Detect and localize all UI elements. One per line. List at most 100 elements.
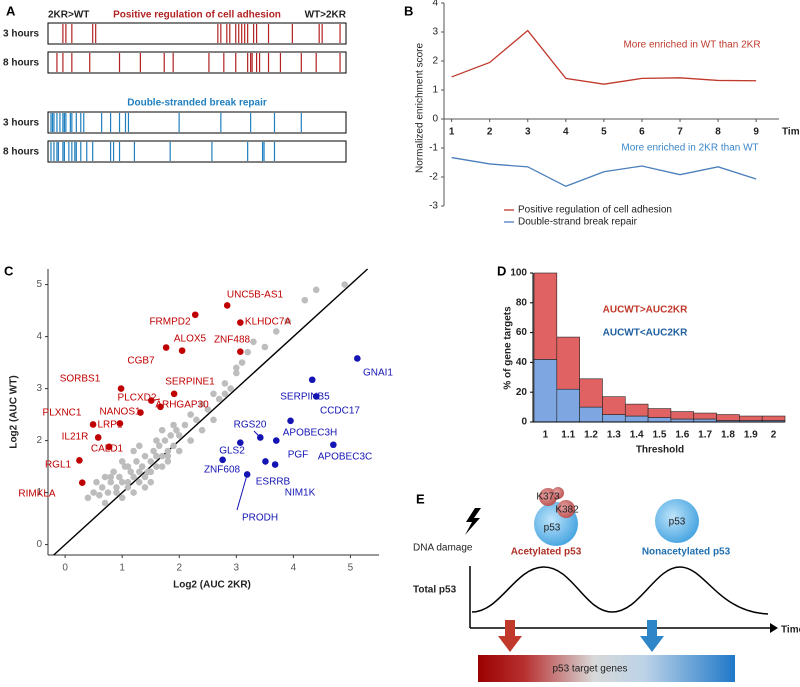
point [219,456,226,464]
point [118,458,126,465]
y-axis-label: Log2 (AUC WT) [9,375,20,448]
barcode-box [47,22,347,45]
point [153,463,160,470]
point-label: LRP1 [97,420,122,431]
x-tick-label: 0 [62,563,68,574]
y-tick-label: 2 [36,435,42,446]
point [84,494,92,502]
point-label: PGF [288,450,309,461]
bar-segment [761,415,786,421]
point-label: PLCXD2 [118,393,157,404]
y-tick-label: 3 [36,383,42,394]
point [107,478,115,486]
point [130,489,137,496]
legend-label: Double-strand break repair [518,217,638,228]
acetyl-group [557,500,575,518]
panel-e-shapes [465,487,778,682]
site-label: K382 [555,505,579,516]
point [76,457,83,464]
point [147,458,155,465]
x-tick-label: 4 [563,127,569,138]
point-label: APOBEC3H [283,428,337,439]
y-tick-label: 3 [432,27,438,38]
point [96,491,103,499]
y-tick-label: 0 [521,417,527,428]
acetylated-label: Acetylated p53 [511,547,582,558]
point-label: NANOS1 [99,407,141,418]
bar-segment [647,417,672,423]
site-label: K373 [536,492,560,503]
x-tick-label: 1.6 [675,430,689,441]
panel-label: C [4,263,14,278]
point [210,390,217,398]
point [113,489,120,496]
x-tick-label: 5 [348,563,354,574]
point [147,468,155,476]
point [133,458,140,465]
x-tick-label: 1 [543,430,549,441]
bar-segment [716,414,740,421]
legend-label: AUCWT<AUC2KR [603,328,689,339]
arrow [647,620,657,638]
point [271,461,279,468]
point [164,447,172,455]
point [301,296,309,304]
bar-segment [579,406,603,423]
point [141,484,149,491]
bar-segment [602,414,626,423]
point-label: IL21R [62,432,89,443]
y-tick-label: -2 [429,172,438,183]
point [272,328,280,335]
barcode-box [47,51,347,74]
point-label: CALD1 [91,444,124,455]
point [250,338,257,346]
point [330,441,337,449]
direction-label: WT>2KR [305,10,347,21]
point [153,437,160,444]
point [141,473,149,481]
y-tick-label: -3 [429,201,438,212]
panel-label: A [6,3,16,18]
point-label: ZNF488 [214,335,251,346]
point [124,478,132,486]
x-tick-label: 1.9 [744,430,758,441]
x-tick-label: 1.8 [721,430,735,441]
p53-curve [471,566,769,615]
point-label: GNAI1 [363,368,393,379]
target-gene-bar [478,655,735,682]
point [198,400,206,408]
x-tick-label: 6 [639,127,645,138]
x-tick-label: 1.1 [561,430,575,441]
point [117,385,125,392]
x-tick-label: 1.2 [584,430,598,441]
point [118,478,126,486]
point [170,390,178,398]
bar-segment [693,412,717,420]
point [215,395,223,403]
point [193,416,200,424]
set-title: Positive regulation of cell adhesion [113,10,281,21]
point-label: UNC5B-AS1 [227,290,284,301]
x-tick-label: 1.7 [698,430,712,441]
point [164,452,172,460]
legend-label: AUCWT>AUC2KR [603,305,689,316]
point [178,347,186,354]
point [237,439,244,446]
point [233,369,240,377]
point [233,364,240,372]
y-tick-label: -1 [429,143,438,154]
point [136,478,143,486]
x-axis-label: Threshold [636,445,684,456]
point-label: ESRRB [256,477,291,488]
point-label: APOBEC3C [318,452,372,463]
point [127,468,135,476]
point [101,473,109,481]
point-label: SERPINB5 [280,392,330,403]
point [147,478,155,486]
point [107,473,115,481]
bar-segment [579,378,603,408]
x-axis-label: Log2 (AUC 2KR) [173,580,251,591]
bar-label: p53 target genes [552,664,627,675]
point [110,468,117,476]
